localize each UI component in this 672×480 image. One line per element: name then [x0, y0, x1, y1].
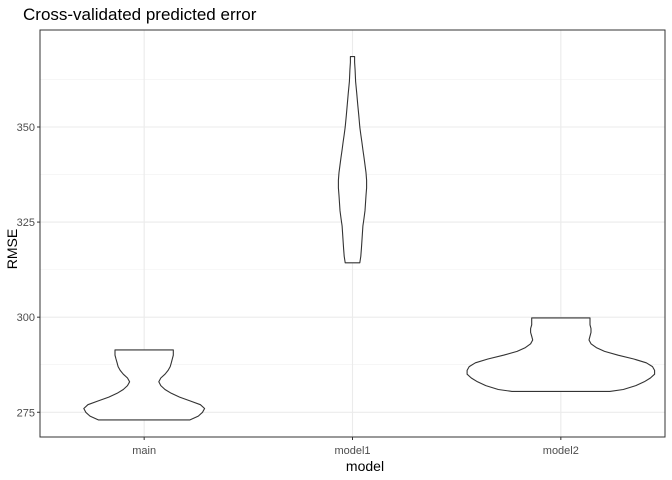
y-axis-title: RMSE — [4, 229, 20, 269]
x-axis: main model1 model2 — [132, 437, 579, 457]
violin-model2 — [466, 317, 656, 392]
y-axis: 275 300 325 350 — [17, 122, 40, 419]
violin-main — [83, 349, 206, 421]
y-tick-label: 275 — [17, 407, 35, 419]
x-tick-label: model2 — [543, 445, 579, 457]
y-tick-label: 350 — [17, 122, 35, 134]
x-tick-label: main — [132, 445, 156, 457]
chart-title: Cross-validated predicted error — [23, 5, 257, 24]
violin-model1 — [337, 56, 368, 264]
violins — [83, 56, 656, 421]
y-tick-label: 325 — [17, 217, 35, 229]
x-tick-label: model1 — [334, 445, 370, 457]
y-tick-label: 300 — [17, 312, 35, 324]
x-axis-title: model — [346, 458, 384, 474]
